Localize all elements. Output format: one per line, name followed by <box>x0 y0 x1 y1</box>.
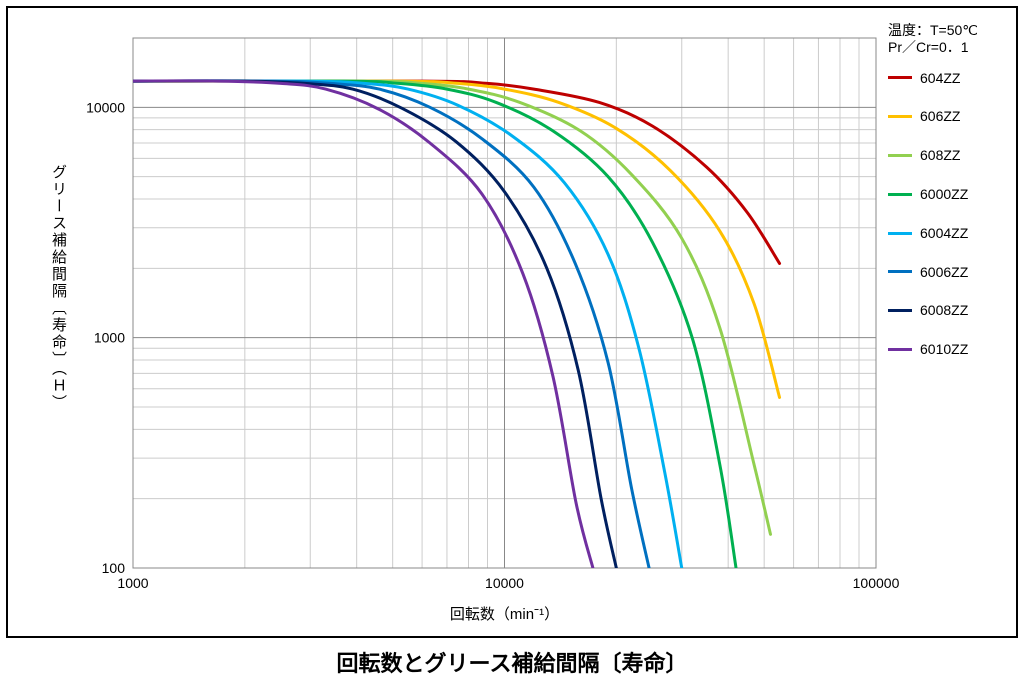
svg-text:100000: 100000 <box>853 575 900 591</box>
legend: 温度：T=50℃ Pr／Cr=0．1 604ZZ 606ZZ 608ZZ 6000ZZ… <box>888 22 978 380</box>
x-axis-label: 回転数（minˉ¹） <box>133 603 876 624</box>
y-axis-label: グリース補給間隔〔寿命〕（Ｈ） <box>48 128 69 448</box>
legend-item-6008ZZ: 6008ZZ <box>888 302 978 319</box>
legend-item-6000ZZ: 6000ZZ <box>888 186 978 203</box>
legend-label: 604ZZ <box>920 70 960 87</box>
legend-item-6004ZZ: 6004ZZ <box>888 225 978 242</box>
legend-swatch <box>888 76 912 79</box>
legend-label: 6000ZZ <box>920 186 968 203</box>
legend-swatch <box>888 348 912 351</box>
legend-swatch <box>888 115 912 118</box>
legend-label: 6004ZZ <box>920 225 968 242</box>
condition-temperature: 温度：T=50℃ <box>888 22 978 39</box>
legend-label: 6006ZZ <box>920 264 968 281</box>
svg-text:1000: 1000 <box>94 330 125 346</box>
svg-text:1000: 1000 <box>117 575 148 591</box>
svg-text:10000: 10000 <box>485 575 524 591</box>
chart-frame: 100010000100000100100010000 グリース補給間隔〔寿命〕… <box>6 6 1018 638</box>
legend-swatch <box>888 154 912 157</box>
chart-caption: 回転数とグリース補給間隔〔寿命〕 <box>0 646 1024 678</box>
chart-plot: 100010000100000100100010000 <box>8 8 1020 640</box>
legend-label: 606ZZ <box>920 108 960 125</box>
legend-swatch <box>888 270 912 273</box>
legend-item-606ZZ: 606ZZ <box>888 108 978 125</box>
legend-item-608ZZ: 608ZZ <box>888 147 978 164</box>
conditions: 温度：T=50℃ Pr／Cr=0．1 <box>888 22 978 56</box>
legend-swatch <box>888 193 912 196</box>
legend-swatch <box>888 232 912 235</box>
legend-label: 608ZZ <box>920 147 960 164</box>
legend-swatch <box>888 309 912 312</box>
legend-label: 6010ZZ <box>920 341 968 358</box>
svg-text:100: 100 <box>102 560 126 576</box>
legend-item-6010ZZ: 6010ZZ <box>888 341 978 358</box>
svg-text:10000: 10000 <box>86 99 125 115</box>
legend-item-604ZZ: 604ZZ <box>888 70 978 87</box>
condition-load-ratio: Pr／Cr=0．1 <box>888 39 978 56</box>
legend-item-6006ZZ: 6006ZZ <box>888 264 978 281</box>
legend-label: 6008ZZ <box>920 302 968 319</box>
